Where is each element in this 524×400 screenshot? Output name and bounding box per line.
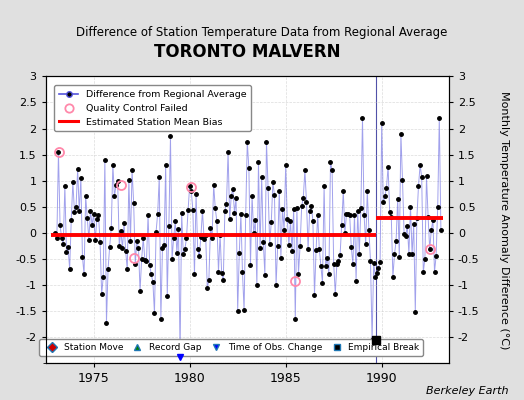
Legend: Station Move, Record Gap, Time of Obs. Change, Empirical Break: Station Move, Record Gap, Time of Obs. C… <box>39 339 423 356</box>
Text: Difference of Station Temperature Data from Regional Average: Difference of Station Temperature Data f… <box>77 26 447 39</box>
Y-axis label: Monthly Temperature Anomaly Difference (°C): Monthly Temperature Anomaly Difference (… <box>499 90 509 349</box>
Text: Berkeley Earth: Berkeley Earth <box>426 386 508 396</box>
Title: TORONTO MALVERN: TORONTO MALVERN <box>154 43 341 61</box>
